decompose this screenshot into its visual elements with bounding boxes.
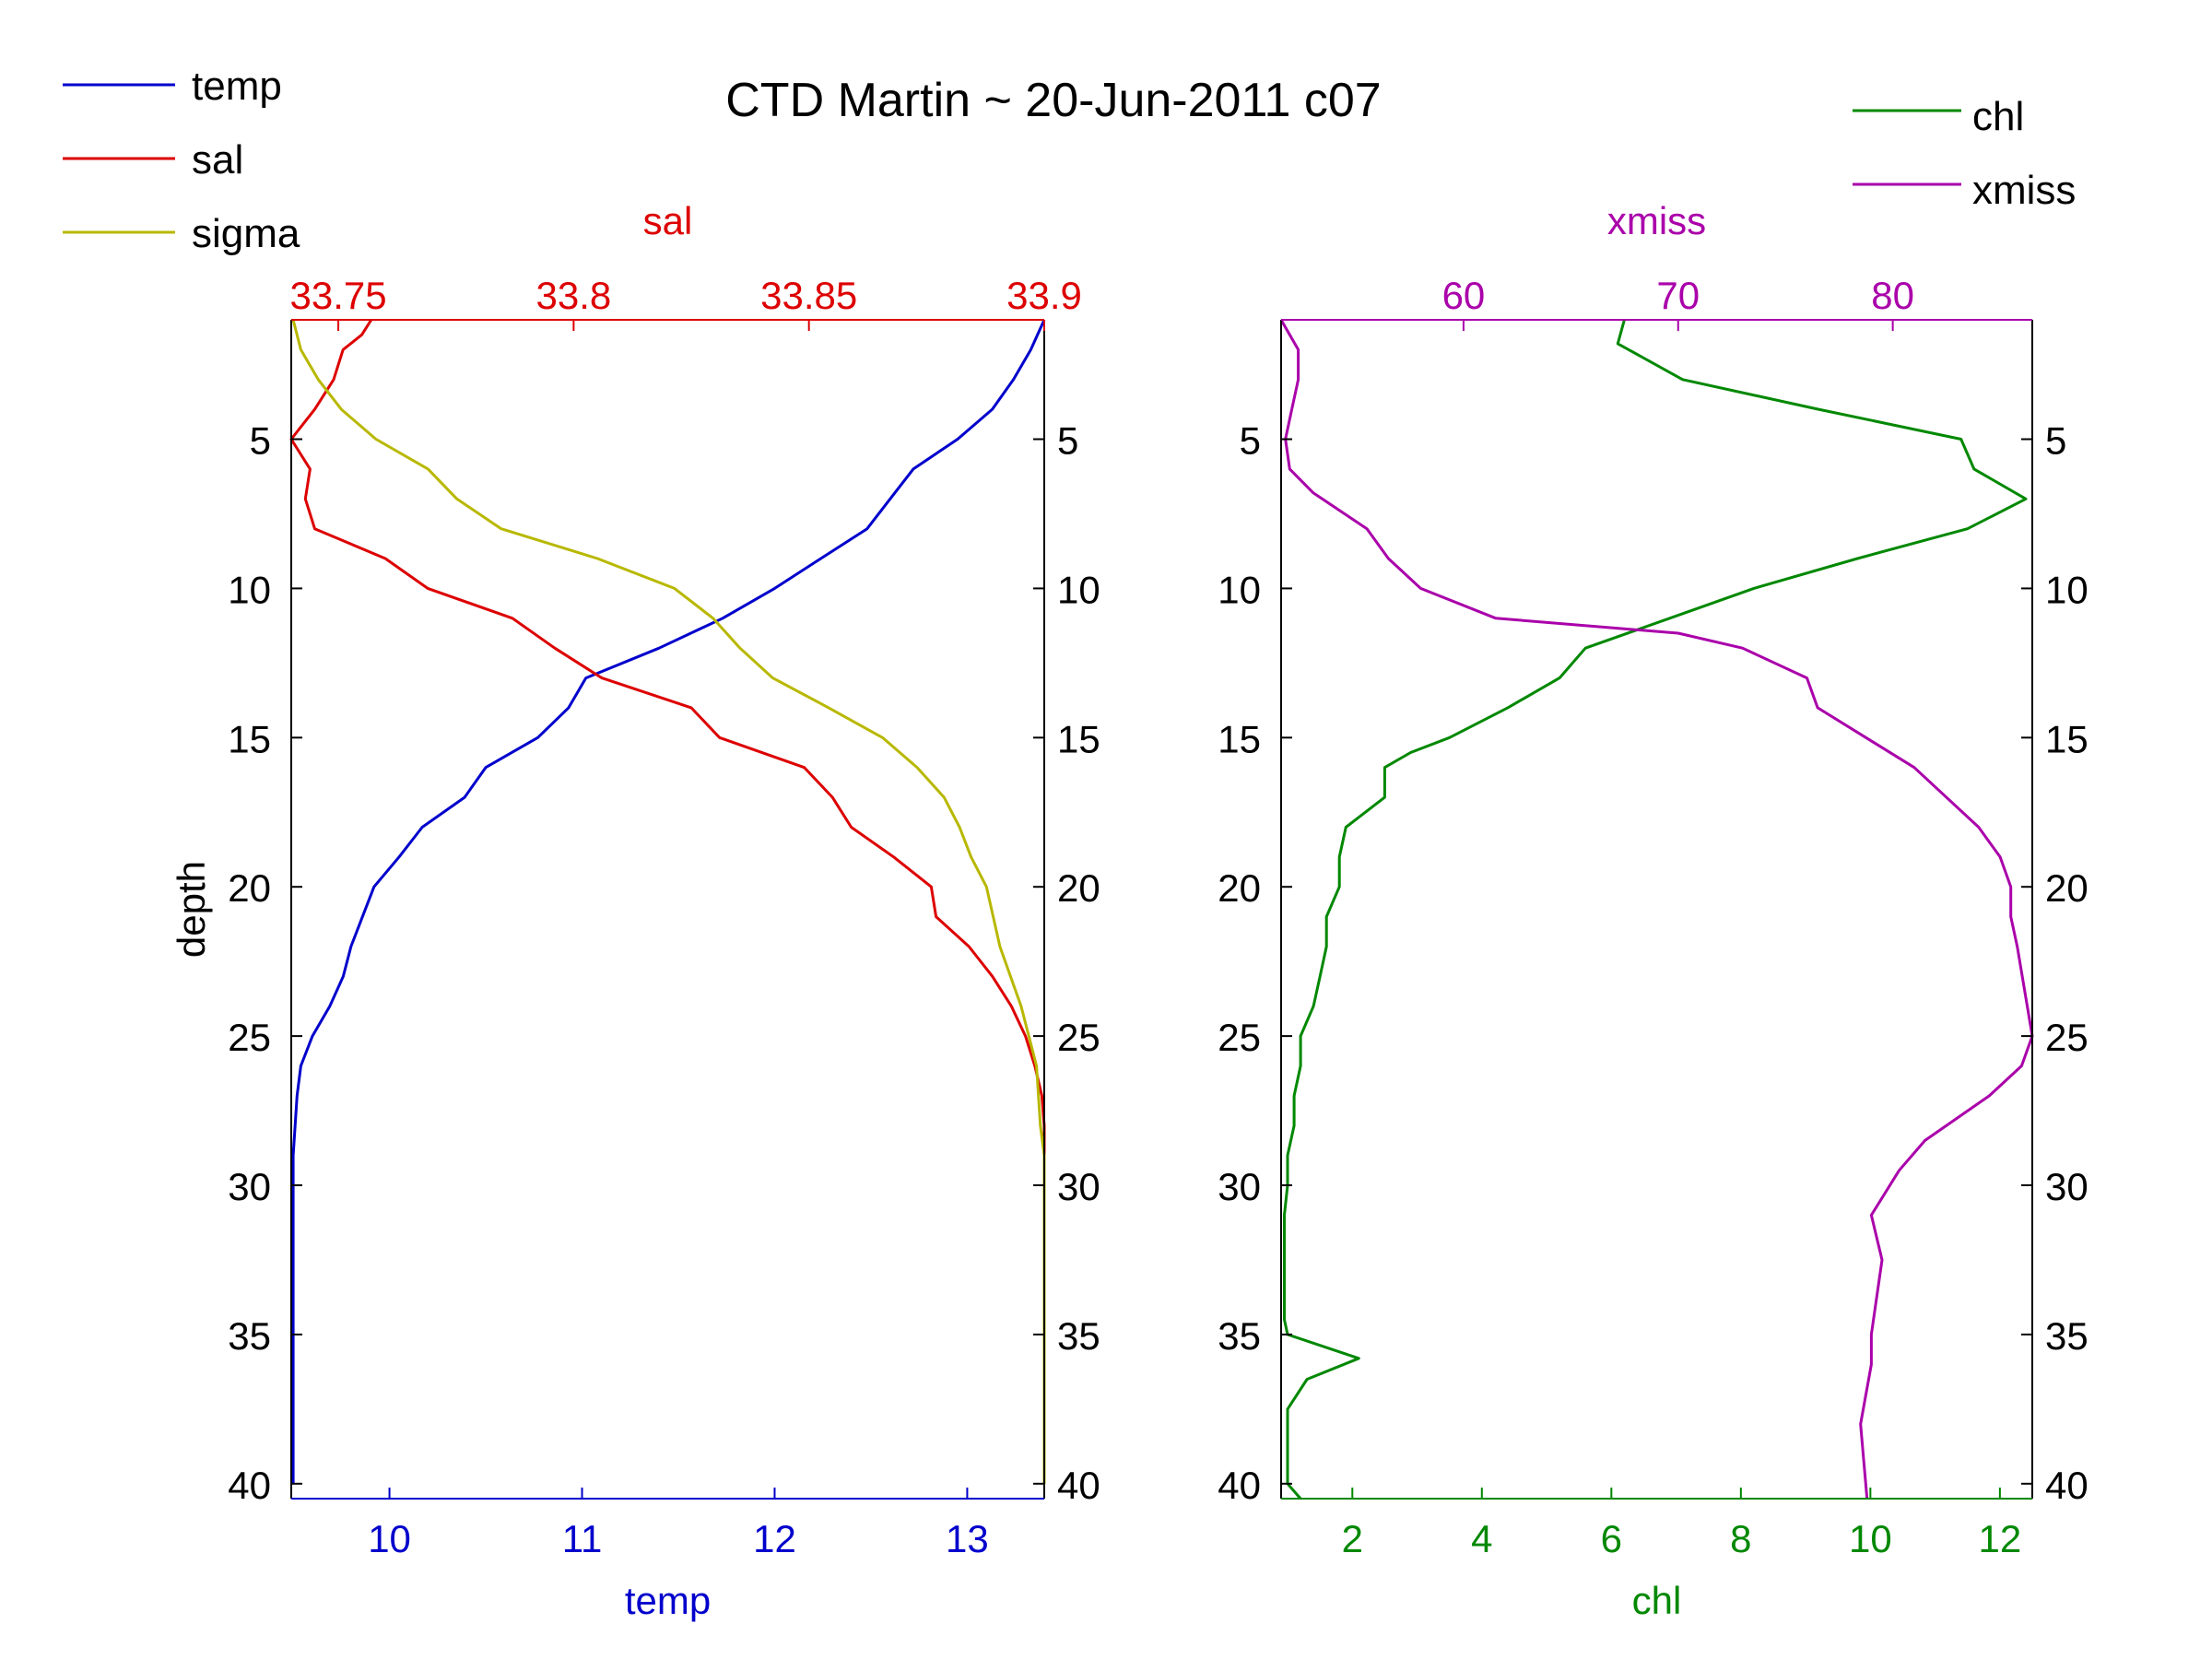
y-tick-label-right: 35 xyxy=(1057,1314,1100,1358)
y-tick-label-left: 25 xyxy=(1218,1016,1261,1059)
y-tick-label-right: 15 xyxy=(1057,717,1100,760)
y-tick-label-right: 40 xyxy=(2045,1464,2088,1507)
y-tick-label-right: 20 xyxy=(2045,866,2088,910)
figure-title: CTD Martin ~ 20-Jun-2011 c07 xyxy=(725,74,1381,127)
y-tick-label-right: 5 xyxy=(2045,419,2066,463)
y-tick-label-right: 30 xyxy=(2045,1165,2088,1208)
x-tick-label-bottom: 2 xyxy=(1342,1517,1363,1560)
y-tick-label-right: 10 xyxy=(1057,568,1100,611)
y-tick-label-right: 15 xyxy=(2045,717,2088,760)
y-tick-label-left: 25 xyxy=(228,1016,271,1059)
y-tick-label-left: 15 xyxy=(228,717,271,760)
y-tick-label-right: 10 xyxy=(2045,568,2088,611)
y-tick-label-left: 30 xyxy=(228,1165,271,1208)
y-tick-label-left: 40 xyxy=(228,1464,271,1507)
y-tick-label-right: 5 xyxy=(1057,419,1078,463)
y-tick-label-left: 5 xyxy=(1240,419,1261,463)
x-tick-label-bottom: 6 xyxy=(1601,1517,1622,1560)
left-panel-temp-sal-sigma: 5 5 10 10 15 15 20 20 25 25 30 30 35 35 40 40 10 11 12 13 33… xyxy=(170,199,1100,1622)
y-tick-label-left: 30 xyxy=(1218,1165,1261,1208)
y-axis-title: depth xyxy=(170,861,213,958)
y-tick-label-left: 15 xyxy=(1218,717,1261,760)
legend-right: chl xmiss xyxy=(1853,94,2076,213)
x-tick-label-bottom: 13 xyxy=(946,1517,989,1560)
x-tick-label-top: 33.9 xyxy=(1006,274,1082,317)
x-tick-label-top: 60 xyxy=(1442,274,1486,317)
y-tick-label-left: 10 xyxy=(228,568,271,611)
y-tick-label-left: 20 xyxy=(1218,866,1261,910)
x-tick-label-bottom: 11 xyxy=(562,1517,603,1560)
legend-label-sal: sal xyxy=(192,137,243,182)
x-tick-label-top: 70 xyxy=(1656,274,1700,317)
x-tick-label-bottom: 12 xyxy=(753,1517,796,1560)
y-tick-label-left: 40 xyxy=(1218,1464,1261,1507)
x-tick-label-top: 33.75 xyxy=(290,274,387,317)
x-tick-label-bottom: 8 xyxy=(1730,1517,1751,1560)
right-panel-chl-xmiss: 5 5 10 10 15 15 20 20 25 25 30 30 35 35 40 40 2 4 6 8 10 12 60… xyxy=(1218,199,2088,1622)
x-axis-title-bottom: temp xyxy=(625,1579,711,1622)
series-line-temp xyxy=(291,319,1046,1484)
legend-item-sigma: sigma xyxy=(63,211,300,256)
x-axis-title-bottom: chl xyxy=(1632,1579,1682,1622)
series-line-sal xyxy=(289,319,1046,1484)
x-tick-label-top: 80 xyxy=(1871,274,1914,317)
x-axis-title-top: xmiss xyxy=(1607,199,1706,242)
y-tick-label-right: 25 xyxy=(2045,1016,2088,1059)
legend-label-xmiss: xmiss xyxy=(1972,168,2076,213)
series-line-sigma xyxy=(291,319,1046,1484)
y-tick-label-right: 30 xyxy=(1057,1165,1100,1208)
y-tick-label-right: 35 xyxy=(2045,1314,2088,1358)
x-tick-label-bottom: 12 xyxy=(1979,1517,2022,1560)
legend-label-chl: chl xyxy=(1972,94,2024,139)
y-tick-label-right: 25 xyxy=(1057,1016,1100,1059)
legend-item-sal: sal xyxy=(63,137,243,182)
x-tick-label-bottom: 4 xyxy=(1471,1517,1492,1560)
y-tick-label-left: 5 xyxy=(250,419,271,463)
y-tick-label-left: 10 xyxy=(1218,568,1261,611)
y-tick-label-left: 20 xyxy=(228,866,271,910)
series-line-xmiss xyxy=(1279,319,2034,1500)
legend-item-chl: chl xyxy=(1853,94,2024,139)
x-axis-title-top: sal xyxy=(643,199,693,242)
x-tick-label-top: 33.85 xyxy=(760,274,857,317)
legend-label-sigma: sigma xyxy=(192,211,300,256)
x-tick-label-bottom: 10 xyxy=(1849,1517,1892,1560)
y-tick-label-left: 35 xyxy=(1218,1314,1261,1358)
legend-label-temp: temp xyxy=(192,64,282,109)
legend-left: temp sal sigma xyxy=(63,64,300,256)
x-tick-label-bottom: 10 xyxy=(368,1517,411,1560)
y-tick-label-right: 20 xyxy=(1057,866,1100,910)
series-line-chl xyxy=(1283,319,2028,1500)
x-tick-label-top: 33.8 xyxy=(536,274,612,317)
legend-item-temp: temp xyxy=(63,64,282,109)
y-tick-label-right: 40 xyxy=(1057,1464,1100,1507)
legend-item-xmiss: xmiss xyxy=(1853,168,2076,213)
y-tick-label-left: 35 xyxy=(228,1314,271,1358)
